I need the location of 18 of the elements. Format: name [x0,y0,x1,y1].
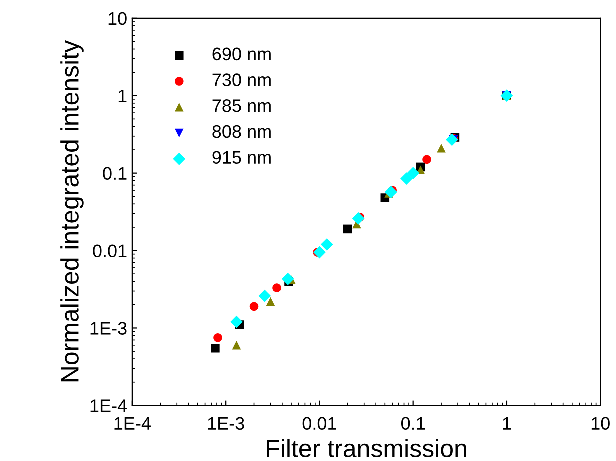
legend-label: 785 nm [212,100,271,112]
x-tick-label: 10 [592,417,610,430]
x-axis-title: Filter transmission [267,439,466,458]
y-tick-label: 0.1 [103,167,127,180]
y-tick-label: 1E-4 [90,400,128,412]
legend-label: 690 nm [212,48,271,61]
legend-label: 808 nm [212,125,271,138]
legend-label: 915 nm [212,151,271,164]
y-tick-label: 1 [118,90,127,102]
y-tick-label: 10 [108,12,127,26]
x-tick-label: 0.01 [302,417,336,430]
y-tick-label: 0.01 [93,244,127,258]
y-axis-title: Normalized integrated intensity [60,40,84,382]
x-tick-label: 1E-3 [208,417,244,430]
x-tick-label: 0.1 [401,417,426,430]
legend-label: 730 nm [212,74,271,86]
y-tick-label: 1E-3 [90,322,127,335]
x-tick-label: 1 [503,417,512,430]
